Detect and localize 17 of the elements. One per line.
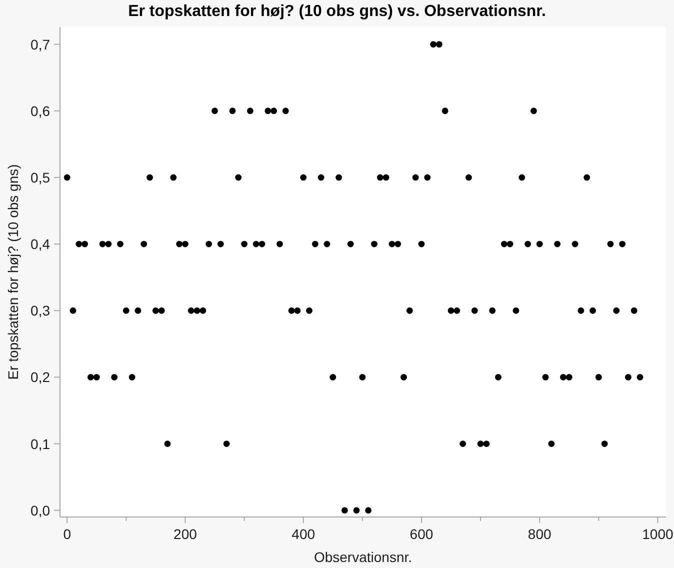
x-axis-title: Observationsnr. [314, 549, 412, 565]
x-tick-label: 1000 [642, 526, 674, 542]
y-tick-label: 0,4 [30, 236, 50, 252]
y-tick-label: 0,6 [30, 102, 50, 119]
y-tick-label: 0,3 [30, 302, 50, 319]
x-tick-label: 800 [528, 526, 552, 542]
chart-title: Er topskatten for høj? (10 obs gns) vs. Observationsnr. [128, 3, 546, 20]
x-tick-label: 600 [410, 526, 434, 542]
y-tick-label: 0,2 [30, 369, 50, 386]
x-tick-label: 0 [63, 526, 72, 542]
y-tick-label: 0,1 [30, 436, 50, 452]
y-tick-label: 0,7 [30, 36, 50, 52]
y-axis-title: Er topskatten for høj? (10 obs gns) [4, 164, 21, 380]
y-tick-label: 0,5 [30, 169, 50, 186]
x-tick-label: 200 [174, 526, 198, 542]
y-tick-label: 0,0 [30, 502, 50, 518]
x-tick-label: 400 [292, 526, 316, 542]
